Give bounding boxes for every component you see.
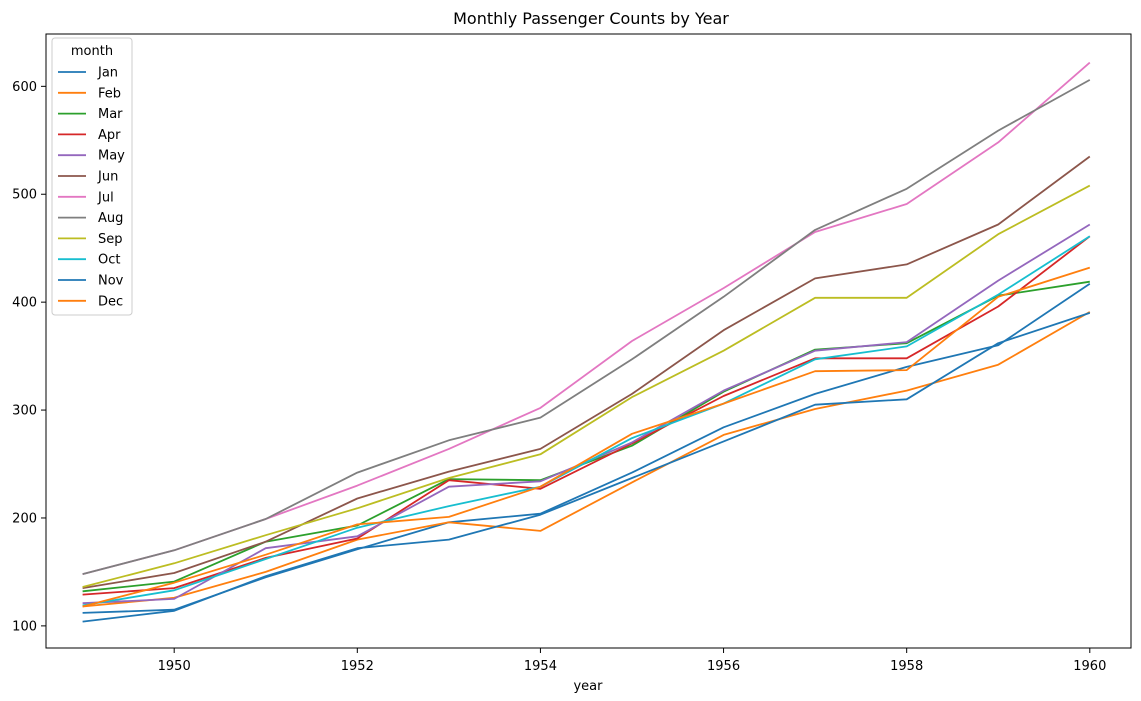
series-layer [82, 61, 1091, 623]
series-line-aug [82, 79, 1091, 575]
y-axis: 100 200 300 400 500 600 [12, 80, 46, 634]
legend-title: month [71, 44, 113, 59]
series-line-jun [82, 155, 1091, 589]
x-tick-label: 1950 [158, 659, 191, 674]
x-tick-label: 1956 [707, 659, 740, 674]
plot-area [46, 34, 1131, 648]
y-tick-label: 600 [12, 80, 37, 95]
y-tick-label: 300 [12, 404, 37, 419]
series-line-sep [82, 184, 1091, 588]
legend-label-aug: Aug [98, 211, 123, 226]
legend-label-oct: Oct [98, 253, 120, 268]
y-tick-label: 400 [12, 296, 37, 311]
series-line-dec [82, 266, 1091, 608]
legend-label-dec: Dec [98, 294, 123, 309]
legend-items: Jan Feb Mar Apr May Jun Jul Aug Sep Oct Nov Dec [58, 66, 125, 309]
plot-frame [45, 33, 1132, 649]
legend-label-jul: Jul [97, 190, 114, 205]
y-tick-label: 100 [12, 619, 37, 634]
series-line-feb [82, 311, 1091, 608]
x-tick-label: 1960 [1073, 659, 1106, 674]
legend-label-apr: Apr [98, 128, 121, 143]
legend-label-jun: Jun [97, 170, 118, 185]
legend-label-may: May [98, 149, 125, 164]
legend: month Jan Feb Mar Apr May Jun Jul Aug Sep Oct Nov D… [51, 37, 133, 316]
legend-box [51, 37, 133, 316]
y-tick-label: 500 [12, 188, 37, 203]
series-line-nov [82, 312, 1091, 623]
x-tick-label: 1952 [341, 659, 374, 674]
legend-label-nov: Nov [98, 274, 124, 289]
series-line-oct [82, 235, 1091, 607]
x-tick-label: 1958 [890, 659, 923, 674]
legend-label-mar: Mar [98, 107, 123, 122]
x-axis: 1950 1952 1954 1956 1958 1960 [158, 648, 1106, 674]
legend-label-jan: Jan [97, 66, 118, 81]
chart-title: Monthly Passenger Counts by Year [453, 9, 729, 28]
legend-label-feb: Feb [98, 86, 121, 101]
legend-label-sep: Sep [98, 232, 123, 247]
y-tick-label: 200 [12, 511, 37, 526]
x-axis-title: year [573, 679, 603, 694]
x-tick-label: 1954 [524, 659, 557, 674]
series-line-apr [82, 235, 1091, 596]
